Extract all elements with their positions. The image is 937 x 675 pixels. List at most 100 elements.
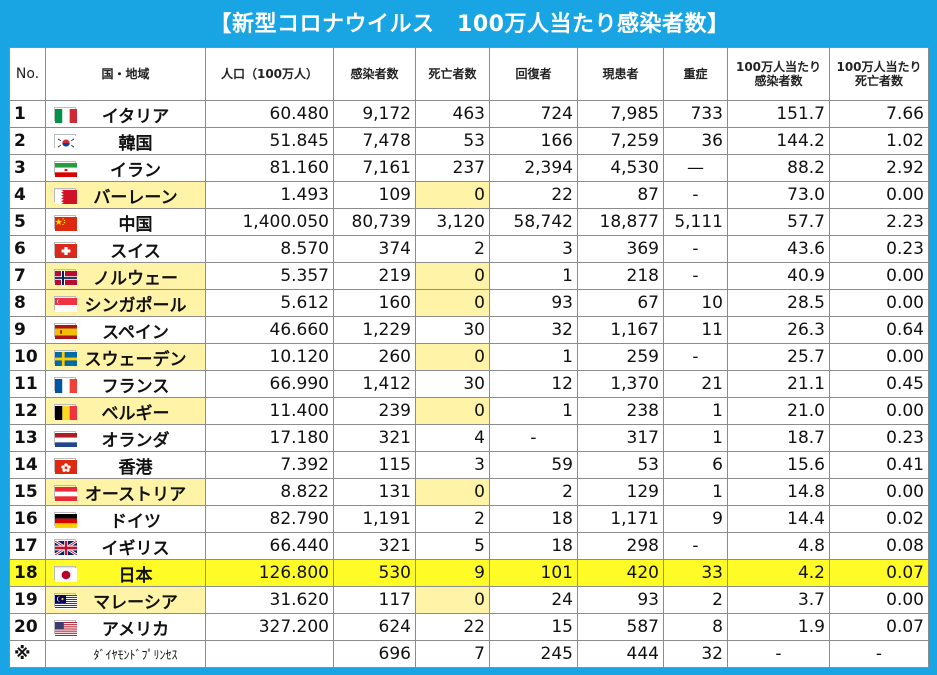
column-header: 国・地域 (45, 47, 206, 101)
country-name: バーレーン (93, 187, 178, 208)
deaths-cell: 2 (415, 235, 490, 263)
serious-cell: - (663, 343, 728, 371)
table-row: 7 ノルウェー 5.357 219 0 1 218-40.9 0.00 (9, 262, 929, 290)
serious-cell: 733 (663, 100, 728, 128)
per-million-infected-cell: 14.4 (727, 505, 830, 533)
column-header: 100万人当たり死亡者数 (829, 47, 929, 101)
per-million-infected-cell: 21.1 (727, 370, 830, 398)
serious-cell: 21 (663, 370, 728, 398)
table-row: 4 バーレーン 1.493 109 0 22 87-73.0 0.00 (9, 181, 929, 209)
current-cases-cell: 129 (577, 478, 664, 506)
recovered-cell: 93 (489, 289, 578, 317)
population-cell: 1.493 (205, 181, 334, 209)
per-million-infected-cell: 43.6 (727, 235, 830, 263)
per-million-infected-cell: 21.0 (727, 397, 830, 425)
per-million-deaths-cell: 1.02 (829, 127, 929, 155)
population-cell: 10.120 (205, 343, 334, 371)
table-row: 19 マレーシア 31.620 117 0 24 93 2 3.7 0.00 (9, 586, 929, 614)
table-row: 13 オランダ 17.180 321 4-317 1 18.7 0.23 (9, 424, 929, 452)
row-number: 4 (9, 181, 46, 209)
recovered-cell: 2,394 (489, 154, 578, 182)
per-million-deaths-cell: 0.41 (829, 451, 929, 479)
infected-cell: 80,739 (333, 208, 416, 236)
country-cell: シンガポール (45, 289, 206, 317)
per-million-deaths-cell: 0.00 (829, 343, 929, 371)
row-number: 15 (9, 478, 46, 506)
serious-cell: 2 (663, 586, 728, 614)
data-table: No. 国・地域 人口（100万人） 感染者数 死亡者数 回復者 現患者 重症 … (9, 47, 929, 668)
recovered-cell: 245 (489, 640, 578, 668)
per-million-deaths-cell: - (829, 640, 929, 668)
country-name: オランダ (101, 430, 170, 451)
row-number: 6 (9, 235, 46, 263)
per-million-deaths-cell: 7.66 (829, 100, 929, 128)
per-million-deaths-cell: 0.23 (829, 235, 929, 263)
table-row: 6 スイス 8.570 374 2 3 369-43.6 0.23 (9, 235, 929, 263)
country-name: スウェーデン (84, 349, 187, 370)
population-cell: 8.822 (205, 478, 334, 506)
per-million-infected-cell: 4.8 (727, 532, 830, 560)
recovered-cell: 1 (489, 262, 578, 290)
recovered-cell: 1 (489, 397, 578, 425)
population-cell: 46.660 (205, 316, 334, 344)
chart-title: 【新型コロナウイルス 100万人当たり感染者数】 (209, 12, 730, 37)
country-name: イギリス (101, 538, 170, 559)
row-number: 1 (9, 100, 46, 128)
serious-cell: 5,111 (663, 208, 728, 236)
current-cases-cell: 369 (577, 235, 664, 263)
table-row: 10 スウェーデン 10.120 260 0 1 259-25.7 0.00 (9, 343, 929, 371)
column-header: 死亡者数 (415, 47, 490, 101)
current-cases-cell: 93 (577, 586, 664, 614)
recovered-cell: - (489, 424, 578, 452)
flag-hong-kong-icon (54, 458, 77, 474)
column-header: 回復者 (489, 47, 578, 101)
recovered-cell: 32 (489, 316, 578, 344)
row-number: 14 (9, 451, 46, 479)
current-cases-cell: 1,370 (577, 370, 664, 398)
per-million-infected-cell: 73.0 (727, 181, 830, 209)
country-name: 日本 (118, 565, 153, 586)
infected-cell: 160 (333, 289, 416, 317)
table-row: 16 ドイツ 82.790 1,191 2 18 1,171 9 14.4 0.02 (9, 505, 929, 533)
row-number: 19 (9, 586, 46, 614)
flag-malaysia-icon (54, 593, 77, 609)
serious-cell: 36 (663, 127, 728, 155)
column-header: No. (9, 47, 46, 101)
recovered-cell: 58,742 (489, 208, 578, 236)
serious-cell: 8 (663, 613, 728, 641)
population-cell: 5.357 (205, 262, 334, 290)
per-million-deaths-cell: 0.02 (829, 505, 929, 533)
deaths-cell: 22 (415, 613, 490, 641)
row-number: 2 (9, 127, 46, 155)
deaths-cell: 0 (415, 478, 490, 506)
table-row: 17 イギリス 66.440 321 5 18 298-4.8 0.08 (9, 532, 929, 560)
country-cell: ドイツ (45, 505, 206, 533)
infected-cell: 9,172 (333, 100, 416, 128)
row-number: 3 (9, 154, 46, 182)
recovered-cell: 18 (489, 532, 578, 560)
current-cases-cell: 87 (577, 181, 664, 209)
current-cases-cell: 238 (577, 397, 664, 425)
population-cell: 81.160 (205, 154, 334, 182)
per-million-infected-cell: 28.5 (727, 289, 830, 317)
country-cell: スウェーデン (45, 343, 206, 371)
flag-singapore-icon (54, 296, 77, 312)
deaths-cell: 5 (415, 532, 490, 560)
population-cell: 7.392 (205, 451, 334, 479)
country-name: イラン (110, 160, 161, 181)
country-cell: イラン (45, 154, 206, 182)
population-cell (205, 640, 334, 668)
country-name: 中国 (118, 214, 153, 235)
infected-cell: 1,191 (333, 505, 416, 533)
deaths-cell: 53 (415, 127, 490, 155)
serious-cell: 6 (663, 451, 728, 479)
country-cell: ベルギー (45, 397, 206, 425)
per-million-deaths-cell: 2.23 (829, 208, 929, 236)
per-million-infected-cell: 88.2 (727, 154, 830, 182)
table-row: 9 スペイン 46.660 1,229 30 32 1,167 11 26.3 0.64 (9, 316, 929, 344)
table-body: 1 イタリア 60.480 9,172 463 724 7,985 733 151.7 7.66 2… (9, 100, 929, 668)
deaths-cell: 0 (415, 181, 490, 209)
deaths-cell: 463 (415, 100, 490, 128)
table-header-row: No. 国・地域 人口（100万人） 感染者数 死亡者数 回復者 現患者 重症 … (9, 47, 929, 101)
country-cell: ﾀﾞｲﾔﾓﾝﾄﾞﾌﾟﾘﾝｾｽ (45, 640, 206, 668)
